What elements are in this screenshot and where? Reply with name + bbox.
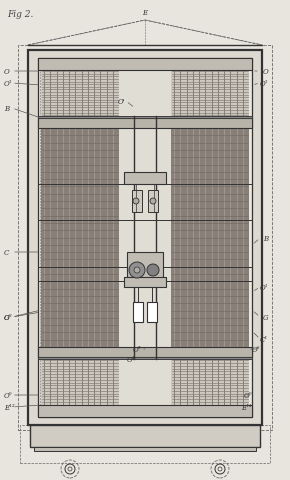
Bar <box>38 119 252 129</box>
Text: O¹: O¹ <box>4 80 12 88</box>
Bar <box>171 129 249 347</box>
Bar <box>41 63 119 413</box>
Text: C¹: C¹ <box>260 336 268 343</box>
Bar <box>40 61 128 415</box>
Bar <box>34 447 256 451</box>
Bar <box>124 173 166 185</box>
Text: O⁴: O⁴ <box>127 355 135 363</box>
Bar <box>18 46 272 430</box>
Circle shape <box>133 199 139 204</box>
Text: G: G <box>262 313 268 321</box>
Text: B: B <box>4 105 9 113</box>
Bar <box>30 425 260 447</box>
Text: O¹: O¹ <box>260 283 268 291</box>
Text: O⁸: O⁸ <box>4 313 12 321</box>
Bar <box>38 405 252 417</box>
Circle shape <box>129 263 145 278</box>
Text: O¹: O¹ <box>260 80 268 88</box>
Text: O⁰: O⁰ <box>4 391 12 399</box>
Bar <box>38 347 252 357</box>
Bar <box>38 357 252 359</box>
Bar <box>38 117 252 119</box>
Bar <box>28 51 262 425</box>
Bar <box>38 59 252 71</box>
Text: O': O' <box>118 98 126 106</box>
Circle shape <box>150 199 156 204</box>
Text: O⁶: O⁶ <box>252 345 260 353</box>
Circle shape <box>134 267 140 274</box>
Text: E¹²: E¹² <box>4 403 15 411</box>
Bar <box>119 63 171 413</box>
Circle shape <box>147 264 159 276</box>
Bar <box>38 59 252 417</box>
Bar <box>41 129 119 347</box>
Bar <box>148 191 158 213</box>
Text: Fig 2.: Fig 2. <box>7 10 33 19</box>
Text: E¹¹: E¹¹ <box>241 403 252 411</box>
Text: E: E <box>142 9 147 17</box>
Bar <box>20 425 270 463</box>
Text: B: B <box>263 235 268 242</box>
Text: O⁰: O⁰ <box>244 391 252 399</box>
Text: O: O <box>4 68 10 76</box>
Text: G: G <box>4 313 10 321</box>
Bar <box>133 302 143 323</box>
Text: O⁵: O⁵ <box>133 345 142 353</box>
Bar <box>132 191 142 213</box>
Text: C: C <box>4 249 9 256</box>
Bar <box>154 61 242 415</box>
Text: O: O <box>262 68 268 76</box>
Bar <box>147 302 157 323</box>
Bar <box>124 277 166 288</box>
Bar <box>127 252 163 282</box>
Bar <box>171 63 249 413</box>
